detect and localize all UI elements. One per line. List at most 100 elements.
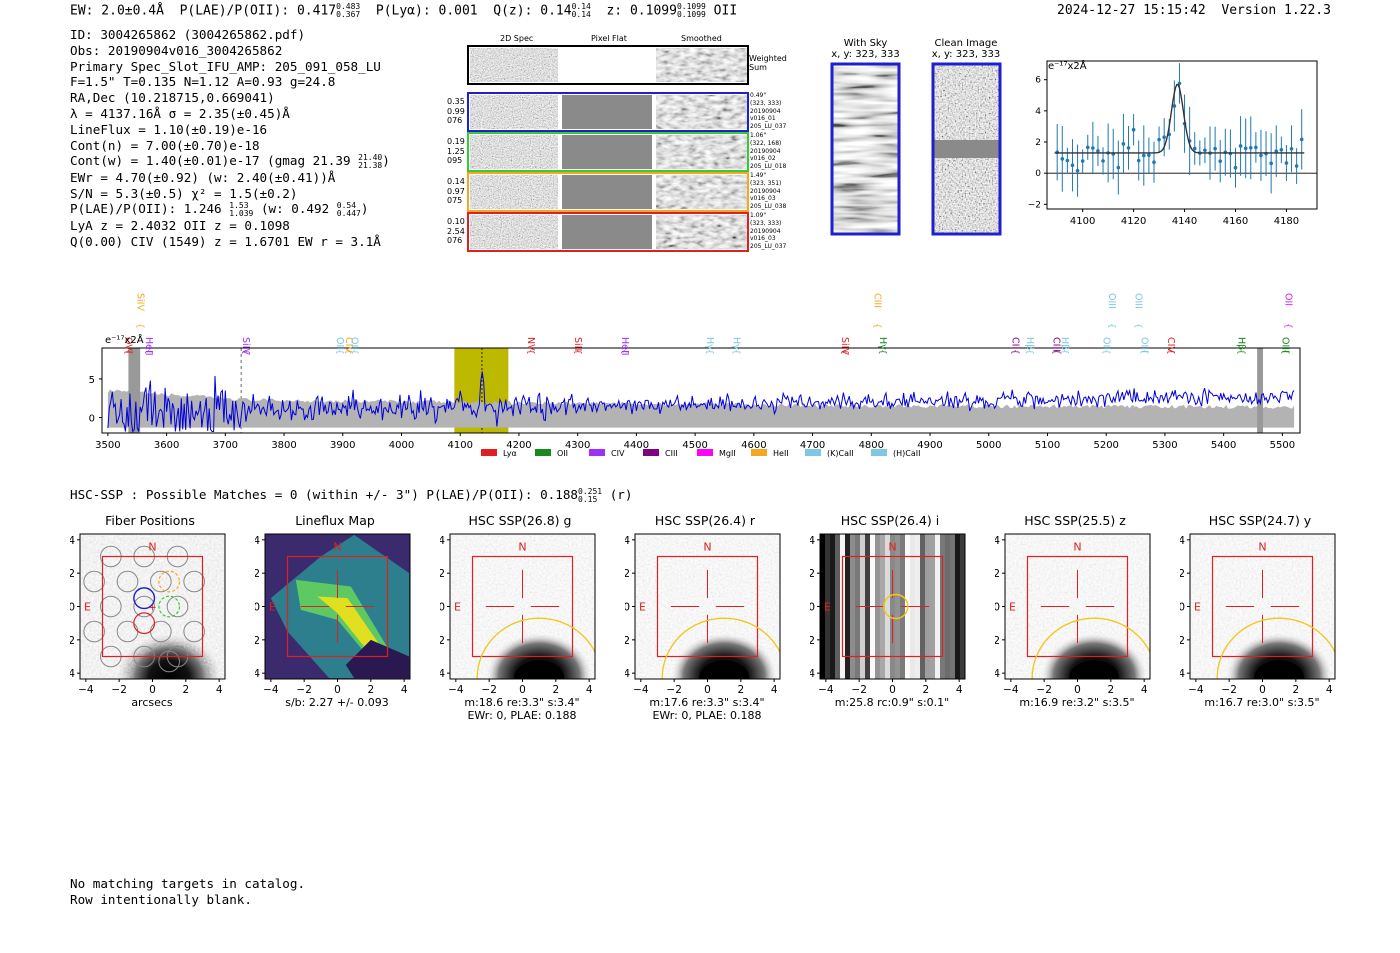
galaxy-ellipse <box>661 617 780 679</box>
spectrum-x-tick-label: 5300 <box>1152 440 1177 451</box>
emission-line-bracket: { <box>343 349 353 355</box>
pixelflat-cutout <box>562 95 652 129</box>
spec2d-row-border <box>467 172 749 212</box>
clean-image-xy: x, y: 323, 333 <box>931 49 1001 60</box>
emission-line-bracket: { <box>349 349 359 355</box>
x-tick-label: 4 <box>1141 684 1148 696</box>
legend-swatch <box>643 449 659 456</box>
galaxy-ellipse <box>1216 617 1335 679</box>
spec2d-row <box>467 92 749 132</box>
emission-line-label: OIII{ <box>1279 337 1290 355</box>
header-right: 2024-12-27 15:15:42 Version 1.22.3 <box>1057 3 1331 18</box>
x-tick-label: 0 <box>149 684 156 696</box>
emission-line-label: OII { <box>1282 293 1293 329</box>
spec2d-row-left-label: 0.35 0.99 076 <box>447 97 465 126</box>
x-tick-label: −4 <box>633 684 649 696</box>
x-tick-label: 4 <box>771 684 778 696</box>
zoom-data-point <box>1269 161 1273 166</box>
hsc-panel-title: HSC SSP(26.4) r <box>654 513 756 528</box>
spectrum-x-tick-label: 4500 <box>682 440 707 451</box>
aperture-box <box>471 555 574 658</box>
info-civ: Q(0.00) CIV (1549) z = 1.6701 EW r = 3.1… <box>70 233 381 249</box>
emission-line-name: OIII <box>1279 337 1290 353</box>
spectrum-x-tick-label: 3900 <box>330 440 355 451</box>
y-tick-label: −2 <box>255 635 260 647</box>
spectrum-x-tick-label: 4600 <box>741 440 766 451</box>
emission-line-label: CII{ <box>1009 337 1020 355</box>
spec2d-left-value: 0.10 <box>447 217 465 226</box>
emission-line-label: Hγ{ <box>877 337 888 355</box>
spectrum-x-tick-label: 4100 <box>447 440 472 451</box>
hsc-cutout: N E −4−4 −2 −2 0 0 2 2 4 4 <box>625 533 781 696</box>
plae-w: (w: 0.492 <box>260 201 330 217</box>
spectrum-y-tick-label: 0 <box>89 414 95 425</box>
smoothed-cutout <box>656 175 747 209</box>
spec2d-left-value: 0.97 <box>447 186 465 196</box>
zoom-data-point <box>1065 158 1070 163</box>
hsc-panel: HSC SSP(24.7) y N E −4−4 −2 −2 0 0 2 2 4 4 m:16.7 re… <box>1180 513 1340 723</box>
zoom-data-point <box>1141 153 1146 158</box>
zoom-data-point <box>1147 153 1151 157</box>
spectrum-x-tick-label: 4300 <box>565 440 590 451</box>
emission-line-name: Hβ <box>1024 337 1035 350</box>
y-tick-label: 0 <box>1180 602 1185 614</box>
hsc-band: (r) <box>609 487 633 502</box>
zoom-data-point <box>1243 146 1248 151</box>
zoom-data-point <box>1080 159 1085 163</box>
pixelflat-col-header: Pixel Flat <box>591 34 627 43</box>
hsc-hi: 0.251 <box>578 486 603 496</box>
info-contn: Cont(n) = 7.00(±0.70)e-18 <box>70 137 260 153</box>
masked-region-right <box>1257 348 1264 433</box>
x-tick-label: 4 <box>216 684 223 696</box>
z-value: z: 0.1099 <box>606 3 677 19</box>
zoom-y-tick-label: 2 <box>1035 138 1041 148</box>
info-id: ID: 3004265862 (3004265862.pdf) <box>70 27 306 42</box>
emission-line-label: Hβ{ <box>1059 337 1070 355</box>
plae-lo: 0.367 <box>336 10 361 19</box>
spec2d-cutout <box>470 215 558 249</box>
zoom-data-point <box>1213 146 1217 151</box>
y-tick-label: −4 <box>70 668 75 680</box>
spec2d-right-value: v016_03 <box>750 195 776 203</box>
x-tick-label: 2 <box>1292 684 1299 696</box>
x-tick-label: −2 <box>666 684 681 696</box>
spectrum-x-tick-label: 4400 <box>624 440 649 451</box>
plae-range: 0.483 0.367 <box>336 3 360 19</box>
spectrum-line <box>107 371 1295 433</box>
contw-hi: 21.40 <box>358 152 383 162</box>
spectrum-x-tick-label: 5400 <box>1211 440 1236 451</box>
emission-line-name: Hβ <box>1235 337 1246 350</box>
emission-line-bracket: { <box>143 349 153 355</box>
spec2d-left-value: 2.54 <box>447 226 465 236</box>
hsc-panel: Fiber Positions + N E −4−4 −2 −2 0 0 2 2 4 4 arcsecs <box>70 513 230 723</box>
zoom-model-fit <box>1054 83 1305 154</box>
info-plae: P(LAE)/P(OII): 1.246 1.53 1.039 (w: 0.492… <box>70 200 369 218</box>
emission-line-name: SiII <box>572 337 583 351</box>
info-ewr: EWr = 4.70(±0.92) (w: 2.40(±0.41))Å <box>70 169 336 185</box>
clean-image <box>931 62 1002 236</box>
emission-line-name: HeII <box>619 337 630 356</box>
y-tick-label: 0 <box>70 602 75 614</box>
x-tick-label: 0 <box>889 684 896 696</box>
with-sky-title: With Sky <box>843 38 888 49</box>
info-sn: S/N = 5.3(±0.5) χ² = 1.5(±0.2) <box>70 185 298 201</box>
legend-label: OII <box>557 449 568 458</box>
zoom-data-point <box>1289 146 1294 151</box>
emission-line-label: SiIV{ <box>240 337 251 355</box>
x-tick-label: 0 <box>1259 684 1266 696</box>
hsc-panel-title: HSC SSP(26.8) g <box>468 513 572 528</box>
legend-item: HeII <box>751 449 789 458</box>
zoom-data-point <box>1131 127 1136 132</box>
header-summary: EW: 2.0±0.4Å P(LAE)/P(OII): 0.417 0.483 0.… <box>70 3 737 19</box>
emission-line-label: HeII{ <box>619 337 630 356</box>
spec2d-row-right-label: 1.09" (323, 333) 20190904 v016_03 205_LU_037 <box>750 212 786 251</box>
emission-line-bracket: { <box>730 349 740 355</box>
emission-line-bracket: { <box>704 349 714 355</box>
y-tick-label: 0 <box>625 602 630 614</box>
x-tick-label: −2 <box>481 684 496 696</box>
x-tick-label: −4 <box>78 684 94 696</box>
emission-line-label: CIII { <box>871 293 882 329</box>
galaxy-core <box>514 660 565 679</box>
zoom-x-tick-label: 4160 <box>1223 216 1248 227</box>
hsc-cutout: N E −4−4 −2 −2 0 0 2 2 4 4 <box>255 533 411 696</box>
